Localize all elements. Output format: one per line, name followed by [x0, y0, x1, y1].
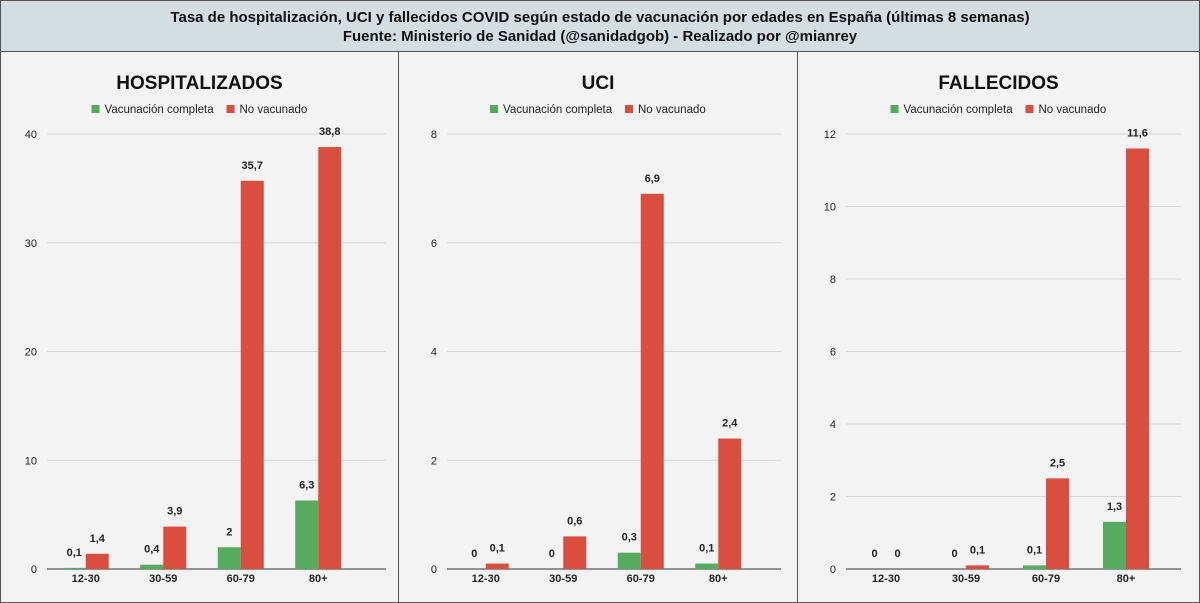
y-tick-label: 10 — [25, 455, 37, 467]
bar-vacunacion-completa-30-59 — [140, 564, 164, 569]
bar-no-vacunado-80 — [718, 438, 742, 569]
data-label-vacunacion-completa-30-59: 0 — [951, 548, 957, 560]
legend-label-no-vacunado: No vacunado — [240, 104, 308, 116]
x-tick-label: 30-59 — [149, 573, 177, 585]
chart-title-hospitalizados: HOSPITALIZADOS — [116, 73, 282, 94]
y-tick-label: 4 — [830, 419, 836, 431]
bar-vacunacion-completa-60-79 — [1023, 565, 1046, 569]
data-label-vacunacion-completa-80: 6,3 — [299, 479, 314, 491]
bar-no-vacunado-12-30 — [85, 553, 109, 569]
x-tick-label: 60-79 — [627, 573, 655, 585]
bar-no-vacunado-80 — [318, 147, 342, 570]
header-title: Tasa de hospitalización, UCI y fallecido… — [170, 9, 1030, 26]
legend-swatch-no-vacunado — [226, 105, 235, 113]
bar-no-vacunado-60-79 — [640, 193, 664, 569]
bar-no-vacunado-30-59 — [966, 565, 989, 569]
legend-label-no-vacunado: No vacunado — [1039, 104, 1107, 116]
data-label-vacunacion-completa-80: 0,1 — [699, 543, 714, 555]
x-tick-label: 60-79 — [227, 573, 255, 585]
y-tick-label: 10 — [824, 202, 836, 214]
bar-vacunacion-completa-80 — [695, 563, 719, 569]
data-label-vacunacion-completa-60-79: 0,3 — [622, 532, 637, 544]
x-tick-label: 80+ — [1117, 573, 1136, 585]
chart-title-fallecidos: FALLECIDOS — [938, 73, 1058, 94]
data-label-no-vacunado-80: 11,6 — [1127, 128, 1148, 140]
bar-no-vacunado-12-30 — [485, 563, 509, 569]
chart-title-uci: UCI — [582, 73, 615, 94]
data-label-no-vacunado-80: 2,4 — [722, 418, 738, 430]
x-tick-label: 12-30 — [872, 573, 900, 585]
bar-no-vacunado-60-79 — [240, 180, 264, 569]
data-label-no-vacunado-12-30: 1,4 — [90, 533, 106, 545]
chart-panel-fallecidos: FALLECIDOS Vacunación completa No vacunado… — [797, 51, 1200, 603]
y-tick-label: 8 — [431, 129, 437, 141]
legend-swatch-vacunacion-completa — [490, 105, 498, 113]
chart-panel-uci: UCI Vacunación completa No vacunado 0 2 4 6 8 12… — [398, 51, 798, 603]
data-label-no-vacunado-30-59: 3,9 — [167, 506, 182, 518]
data-label-no-vacunado-12-30: 0 — [894, 548, 900, 560]
chart-uci: UCI Vacunación completa No vacunado 0 2 4 6 8 12… — [431, 73, 781, 585]
bar-no-vacunado-80 — [1126, 148, 1149, 569]
data-label-vacunacion-completa-80: 1,3 — [1107, 501, 1122, 513]
legend-label-vacunacion-completa: Vacunación completa — [904, 104, 1014, 116]
legend-swatch-no-vacunado — [1025, 105, 1034, 113]
legend-label-vacunacion-completa: Vacunación completa — [105, 104, 215, 116]
legend-swatch-vacunacion-completa — [91, 105, 100, 113]
data-label-no-vacunado-80: 38,8 — [319, 126, 340, 138]
chart-hospitalizados: HOSPITALIZADOS Vacunación completa No vacu… — [25, 73, 386, 585]
y-tick-label: 30 — [25, 238, 37, 250]
y-tick-label: 2 — [830, 492, 836, 504]
y-tick-label: 0 — [830, 564, 836, 576]
chart-panel-hospitalizados: HOSPITALIZADOS Vacunación completa No vacu… — [0, 51, 399, 603]
y-tick-label: 20 — [25, 347, 37, 359]
y-tick-label: 0 — [431, 564, 437, 576]
x-tick-label: 30-59 — [549, 573, 577, 585]
data-label-vacunacion-completa-12-30: 0 — [871, 548, 877, 560]
bar-no-vacunado-30-59 — [163, 526, 187, 569]
x-tick-label: 80+ — [309, 573, 328, 585]
data-label-no-vacunado-60-79: 2,5 — [1050, 457, 1065, 469]
data-label-vacunacion-completa-12-30: 0,1 — [67, 547, 82, 559]
x-tick-label: 12-30 — [472, 573, 500, 585]
y-tick-label: 6 — [830, 347, 836, 359]
bar-vacunacion-completa-60-79 — [217, 547, 241, 569]
y-tick-label: 8 — [830, 274, 836, 286]
bar-vacunacion-completa-80 — [1103, 521, 1126, 569]
chart-fallecidos: FALLECIDOS Vacunación completa No vacunado… — [824, 73, 1181, 585]
y-tick-label: 40 — [25, 129, 37, 141]
legend-label-no-vacunado: No vacunado — [638, 104, 706, 116]
legend-label-vacunacion-completa: Vacunación completa — [503, 104, 613, 116]
y-tick-label: 6 — [431, 238, 437, 250]
bar-vacunacion-completa-60-79 — [617, 552, 641, 569]
data-label-vacunacion-completa-60-79: 0,1 — [1027, 544, 1042, 556]
x-tick-label: 80+ — [709, 573, 728, 585]
header-source: Fuente: Ministerio de Sanidad (@sanidadg… — [342, 28, 858, 45]
x-tick-label: 60-79 — [1032, 573, 1060, 585]
x-tick-label: 12-30 — [72, 573, 100, 585]
legend-swatch-vacunacion-completa — [890, 105, 899, 113]
data-label-vacunacion-completa-12-30: 0 — [471, 548, 477, 560]
bar-vacunacion-completa-80 — [295, 500, 319, 569]
legend-swatch-no-vacunado — [625, 105, 633, 113]
chart-header: Tasa de hospitalización, UCI y fallecido… — [0, 0, 1200, 52]
data-label-vacunacion-completa-30-59: 0,4 — [144, 544, 160, 556]
bar-no-vacunado-30-59 — [563, 536, 587, 569]
x-tick-label: 30-59 — [952, 573, 980, 585]
y-tick-label: 4 — [431, 347, 437, 359]
y-tick-label: 2 — [431, 455, 437, 467]
bar-vacunacion-completa-12-30 — [62, 567, 86, 569]
data-label-no-vacunado-30-59: 0,1 — [970, 544, 985, 556]
data-label-no-vacunado-60-79: 35,7 — [242, 160, 263, 172]
y-tick-label: 12 — [824, 129, 836, 141]
data-label-vacunacion-completa-60-79: 2 — [226, 526, 232, 538]
data-label-no-vacunado-30-59: 0,6 — [567, 515, 582, 527]
data-label-no-vacunado-60-79: 6,9 — [645, 173, 660, 185]
data-label-vacunacion-completa-30-59: 0 — [549, 548, 555, 560]
bar-no-vacunado-60-79 — [1046, 478, 1069, 569]
data-label-no-vacunado-12-30: 0,1 — [490, 543, 505, 555]
y-tick-label: 0 — [31, 564, 37, 576]
